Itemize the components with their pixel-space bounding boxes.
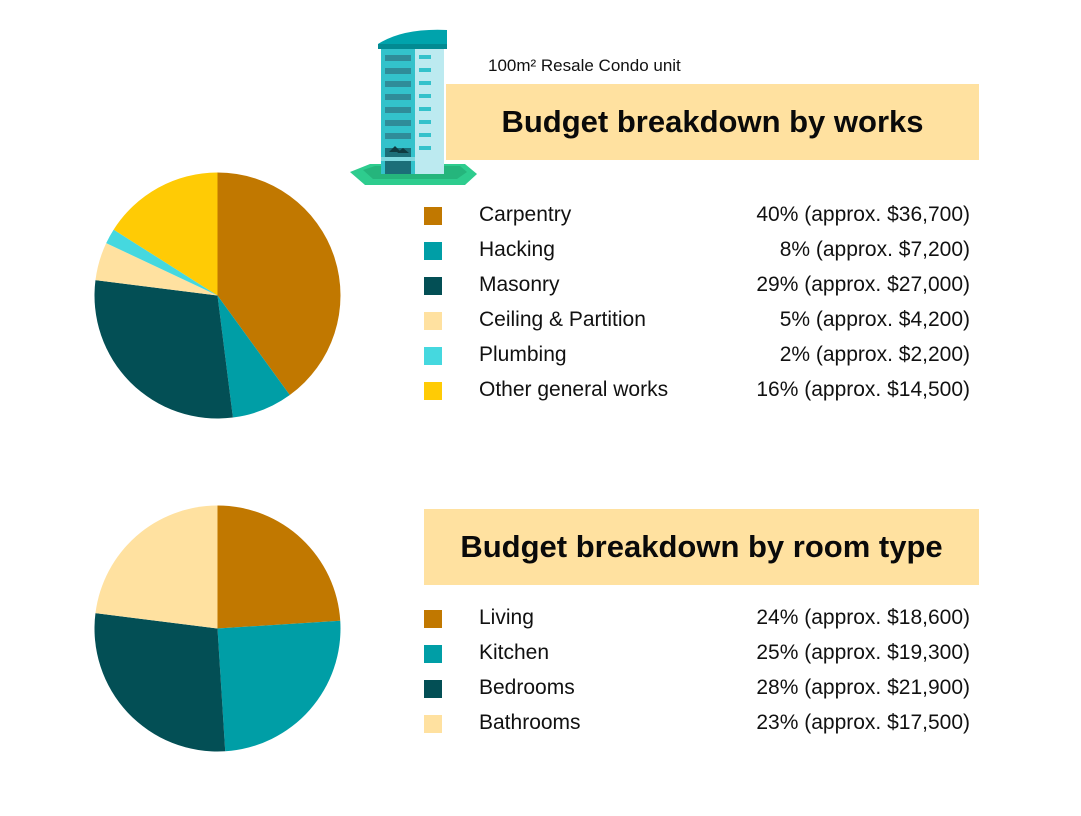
legend-swatch [424, 347, 442, 365]
works-slice-plumbing [106, 229, 218, 296]
legend-label: Other general works [479, 378, 669, 401]
legend-item: Ceiling & Partition 5% (approx. $4,200) [424, 304, 970, 339]
works-legend: Carpentry 40% (approx. $36,700) Hacking 8%… [424, 199, 970, 409]
room-slice-kitchen [217, 620, 341, 752]
legend-item: Bathrooms 23% (approx. $17,500) [424, 707, 970, 742]
legend-value: 2% (approx. $2,200) [779, 343, 970, 366]
works-slice-masonry [94, 280, 233, 419]
legend-label: Hacking [479, 238, 555, 261]
legend-value: 5% (approx. $4,200) [779, 308, 970, 331]
legend-item: Hacking 8% (approx. $7,200) [424, 234, 970, 269]
legend-label: Living [479, 606, 534, 629]
legend-label: Carpentry [479, 203, 572, 226]
legend-value: 16% (approx. $14,500) [756, 378, 970, 401]
legend-swatch [424, 242, 442, 260]
legend-label: Plumbing [479, 343, 567, 366]
legend-swatch [424, 645, 442, 663]
legend-label: Kitchen [479, 641, 550, 664]
legend-swatch [424, 610, 442, 628]
works-slice-other-general-works [113, 172, 218, 296]
subtitle: 100m² Resale Condo unit [488, 56, 681, 75]
legend-swatch [424, 312, 442, 330]
legend-swatch [424, 207, 442, 225]
legend-item: Masonry 29% (approx. $27,000) [424, 269, 970, 304]
legend-label: Bedrooms [479, 676, 575, 699]
legend-swatch [424, 680, 442, 698]
works-slice-ceiling-partition [95, 243, 218, 296]
legend-value: 24% (approx. $18,600) [756, 606, 970, 629]
room-pie-chart [94, 505, 341, 752]
legend-item: Other general works 16% (approx. $14,500) [424, 374, 970, 409]
legend-item: Kitchen 25% (approx. $19,300) [424, 637, 970, 672]
legend-swatch [424, 715, 442, 733]
works-slice-carpentry [217, 172, 341, 396]
room-slice-bathrooms [95, 505, 218, 629]
legend-item: Living 24% (approx. $18,600) [424, 602, 970, 637]
legend-swatch [424, 277, 442, 295]
works-slice-hacking [217, 295, 290, 418]
works-pie-chart [94, 172, 341, 419]
room-legend: Living 24% (approx. $18,600) Kitchen 25% (… [424, 602, 970, 742]
legend-label: Bathrooms [479, 711, 581, 734]
legend-value: 25% (approx. $19,300) [756, 641, 970, 664]
legend-value: 23% (approx. $17,500) [756, 711, 970, 734]
legend-value: 29% (approx. $27,000) [756, 273, 970, 296]
legend-value: 8% (approx. $7,200) [779, 238, 970, 261]
legend-item: Carpentry 40% (approx. $36,700) [424, 199, 970, 234]
legend-item: Plumbing 2% (approx. $2,200) [424, 339, 970, 374]
room-slice-bedrooms [94, 613, 226, 752]
legend-item: Bedrooms 28% (approx. $21,900) [424, 672, 970, 707]
condo-building-icon [350, 29, 477, 185]
works-chart-title: Budget breakdown by works [446, 84, 979, 160]
legend-value: 28% (approx. $21,900) [756, 676, 970, 699]
legend-label: Masonry [479, 273, 560, 296]
legend-swatch [424, 382, 442, 400]
room-slice-living [217, 505, 341, 629]
legend-label: Ceiling & Partition [479, 308, 646, 331]
legend-value: 40% (approx. $36,700) [756, 203, 970, 226]
room-chart-title: Budget breakdown by room type [424, 509, 979, 585]
